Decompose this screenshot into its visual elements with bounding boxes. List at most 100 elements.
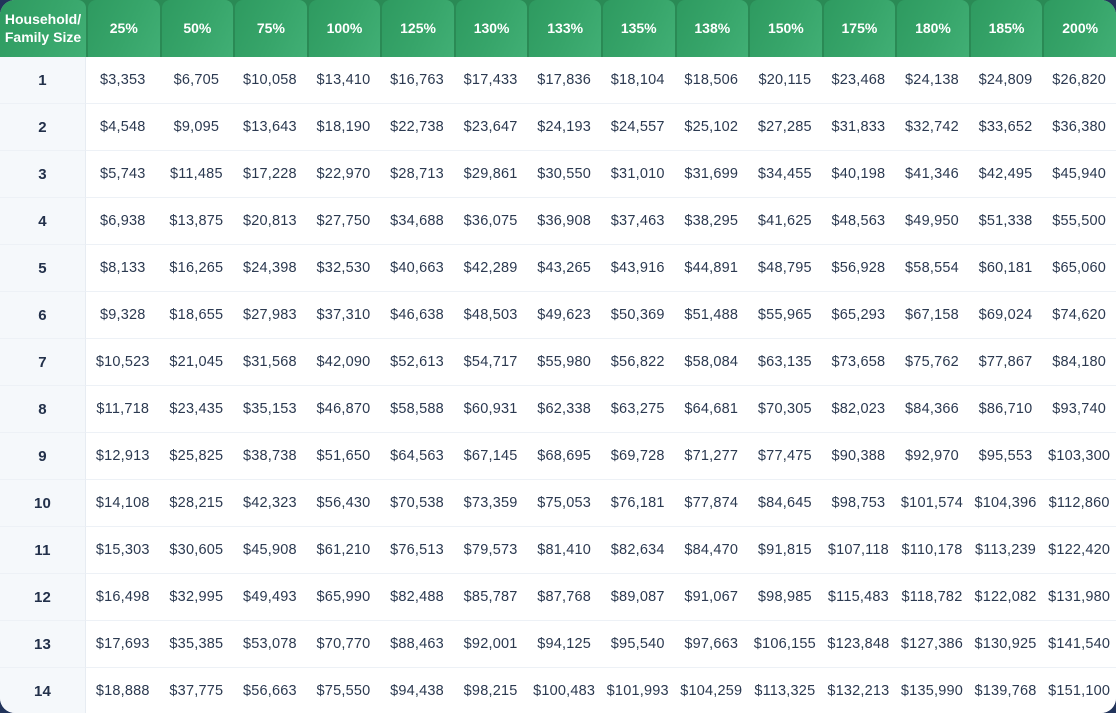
row-header-household-size: 5 bbox=[0, 245, 86, 292]
table-cell: $24,193 bbox=[527, 104, 601, 151]
column-header-50pct: 50% bbox=[159, 0, 234, 57]
table-cell: $48,503 bbox=[453, 292, 528, 339]
table-cell: $42,090 bbox=[306, 339, 381, 386]
table-cell: $20,813 bbox=[233, 198, 307, 245]
table-cell: $32,530 bbox=[306, 245, 381, 292]
column-header-block: 25% bbox=[88, 0, 160, 57]
table-row: 1 $3,353 $6,705 $10,058 $13,410 $16,763 $17,43… bbox=[0, 57, 1116, 104]
table-cell: $56,822 bbox=[600, 339, 675, 386]
table-cell: $32,995 bbox=[159, 574, 234, 621]
table-cell: $101,574 bbox=[895, 480, 969, 527]
table-cell: $24,809 bbox=[968, 57, 1043, 104]
row-header-household-size: 1 bbox=[0, 57, 86, 104]
table-cell: $69,024 bbox=[968, 292, 1043, 339]
table-body: 1 $3,353 $6,705 $10,058 $13,410 $16,763 $17,43… bbox=[0, 57, 1116, 713]
column-header-150pct: 150% bbox=[748, 0, 822, 57]
table-cell: $31,699 bbox=[674, 151, 749, 198]
table-cell: $37,463 bbox=[600, 198, 675, 245]
table-cell: $17,693 bbox=[86, 621, 160, 668]
table-cell: $106,155 bbox=[748, 621, 822, 668]
table-cell: $88,463 bbox=[380, 621, 454, 668]
table-cell: $60,181 bbox=[968, 245, 1043, 292]
table-cell: $18,655 bbox=[159, 292, 234, 339]
table-cell: $89,087 bbox=[600, 574, 675, 621]
column-header-label: 135% bbox=[620, 19, 657, 36]
table-cell: $82,634 bbox=[600, 527, 675, 574]
table-cell: $65,293 bbox=[821, 292, 896, 339]
table-cell: $28,215 bbox=[159, 480, 234, 527]
table-cell: $18,104 bbox=[600, 57, 675, 104]
table-cell: $101,993 bbox=[600, 668, 675, 713]
table-cell: $70,305 bbox=[748, 386, 822, 433]
table-cell: $36,380 bbox=[1042, 104, 1116, 151]
column-header-label: 175% bbox=[841, 19, 878, 36]
table-cell: $69,728 bbox=[600, 433, 675, 480]
table-cell: $41,625 bbox=[748, 198, 822, 245]
table-cell: $36,908 bbox=[527, 198, 601, 245]
column-header-block: 180% bbox=[897, 0, 969, 57]
table-cell: $76,513 bbox=[380, 527, 454, 574]
table-cell: $75,762 bbox=[895, 339, 969, 386]
column-header-label: 130% bbox=[473, 19, 510, 36]
column-header-block: 50% bbox=[161, 0, 234, 57]
table-cell: $40,198 bbox=[821, 151, 896, 198]
column-header-label: 133% bbox=[547, 19, 584, 36]
table-cell: $6,938 bbox=[86, 198, 160, 245]
column-header-label: 125% bbox=[400, 19, 436, 36]
table-cell: $68,695 bbox=[527, 433, 601, 480]
table-cell: $65,060 bbox=[1042, 245, 1116, 292]
column-header-block: 185% bbox=[970, 0, 1043, 57]
table-cell: $10,523 bbox=[86, 339, 160, 386]
table-cell: $38,738 bbox=[233, 433, 307, 480]
table-cell: $123,848 bbox=[821, 621, 896, 668]
table-cell: $73,359 bbox=[453, 480, 528, 527]
table-cell: $34,455 bbox=[748, 151, 822, 198]
column-header-200pct: 200% bbox=[1042, 0, 1116, 57]
table-cell: $53,078 bbox=[233, 621, 307, 668]
table-cell: $32,742 bbox=[895, 104, 969, 151]
column-header-100pct: 100% bbox=[306, 0, 381, 57]
table-cell: $132,213 bbox=[821, 668, 896, 713]
table-row: 2 $4,548 $9,095 $13,643 $18,190 $22,738 $23,64… bbox=[0, 104, 1116, 151]
table-cell: $98,215 bbox=[453, 668, 528, 713]
table-cell: $82,023 bbox=[821, 386, 896, 433]
row-header-household-size: 2 bbox=[0, 104, 86, 151]
table-row: 5 $8,133 $16,265 $24,398 $32,530 $40,663 $42,2… bbox=[0, 245, 1116, 292]
table-cell: $75,053 bbox=[527, 480, 601, 527]
table-cell: $71,277 bbox=[674, 433, 749, 480]
table-cell: $85,787 bbox=[453, 574, 528, 621]
column-header-label: 200% bbox=[1062, 19, 1099, 36]
table-cell: $91,067 bbox=[674, 574, 749, 621]
row-header-household-size: 6 bbox=[0, 292, 86, 339]
table-cell: $73,658 bbox=[821, 339, 896, 386]
table-cell: $12,913 bbox=[86, 433, 160, 480]
corner-header-cell: Household/ Family Size bbox=[0, 0, 86, 57]
table-cell: $92,970 bbox=[895, 433, 969, 480]
table-row: 13 $17,693 $35,385 $53,078 $70,770 $88,463 $92… bbox=[0, 621, 1116, 668]
row-header-household-size: 7 bbox=[0, 339, 86, 386]
table-cell: $46,870 bbox=[306, 386, 381, 433]
column-header-label: 138% bbox=[694, 19, 731, 36]
table-cell: $48,563 bbox=[821, 198, 896, 245]
column-header-label: 150% bbox=[767, 19, 804, 36]
table-cell: $16,498 bbox=[86, 574, 160, 621]
table-cell: $84,366 bbox=[895, 386, 969, 433]
table-cell: $14,108 bbox=[86, 480, 160, 527]
column-header-block: 133% bbox=[529, 0, 601, 57]
table-cell: $130,925 bbox=[968, 621, 1043, 668]
table-cell: $67,145 bbox=[453, 433, 528, 480]
table-cell: $55,500 bbox=[1042, 198, 1116, 245]
table-cell: $82,488 bbox=[380, 574, 454, 621]
table-cell: $79,573 bbox=[453, 527, 528, 574]
table-cell: $104,396 bbox=[968, 480, 1043, 527]
table-cell: $135,990 bbox=[895, 668, 969, 713]
column-header-133pct: 133% bbox=[527, 0, 601, 57]
row-header-household-size: 10 bbox=[0, 480, 86, 527]
column-header-label: 180% bbox=[915, 19, 951, 36]
column-header-block: 125% bbox=[382, 0, 454, 57]
table-cell: $139,768 bbox=[968, 668, 1043, 713]
table-cell: $16,763 bbox=[380, 57, 454, 104]
table-cell: $13,410 bbox=[306, 57, 381, 104]
column-header-label: 185% bbox=[988, 19, 1025, 36]
